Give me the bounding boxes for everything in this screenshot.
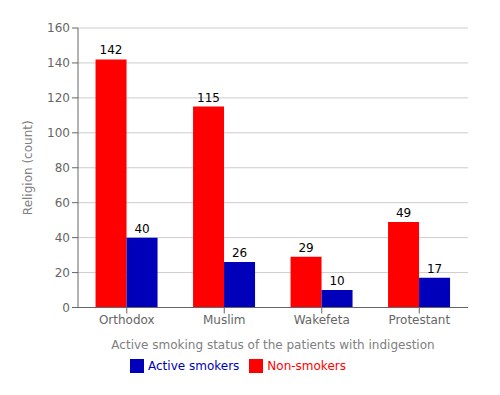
svg-text:40: 40 <box>55 231 70 245</box>
svg-text:Protestant: Protestant <box>388 313 450 327</box>
svg-text:20: 20 <box>55 266 70 280</box>
svg-text:120: 120 <box>47 91 70 105</box>
svg-text:Religion (count): Religion (count) <box>21 120 35 215</box>
svg-text:0: 0 <box>62 301 70 315</box>
html-text:Active smokers: Active smokers <box>148 358 240 373</box>
svg-text:49: 49 <box>396 206 411 220</box>
svg-text:100: 100 <box>47 126 70 140</box>
html-text:Non-smokers: Non-smokers <box>267 358 346 373</box>
svg-text:Wakefeta: Wakefeta <box>294 313 350 327</box>
svg-text:40: 40 <box>134 222 149 236</box>
svg-text:29: 29 <box>298 241 313 255</box>
svg-text:80: 80 <box>55 161 70 175</box>
svg-text:160: 160 <box>47 21 70 35</box>
svg-text:142: 142 <box>100 43 123 57</box>
svg-text:10: 10 <box>329 274 344 288</box>
svg-text:Muslim: Muslim <box>203 313 246 327</box>
svg-text:26: 26 <box>232 246 247 260</box>
svg-text:17: 17 <box>427 262 442 276</box>
svg-text:140: 140 <box>47 56 70 70</box>
svg-text:115: 115 <box>197 91 220 105</box>
svg-text:Active smoking status of the p: Active smoking status of the patients wi… <box>111 338 434 352</box>
svg-text:60: 60 <box>55 196 70 210</box>
svg-text:Orthodox: Orthodox <box>99 313 155 327</box>
